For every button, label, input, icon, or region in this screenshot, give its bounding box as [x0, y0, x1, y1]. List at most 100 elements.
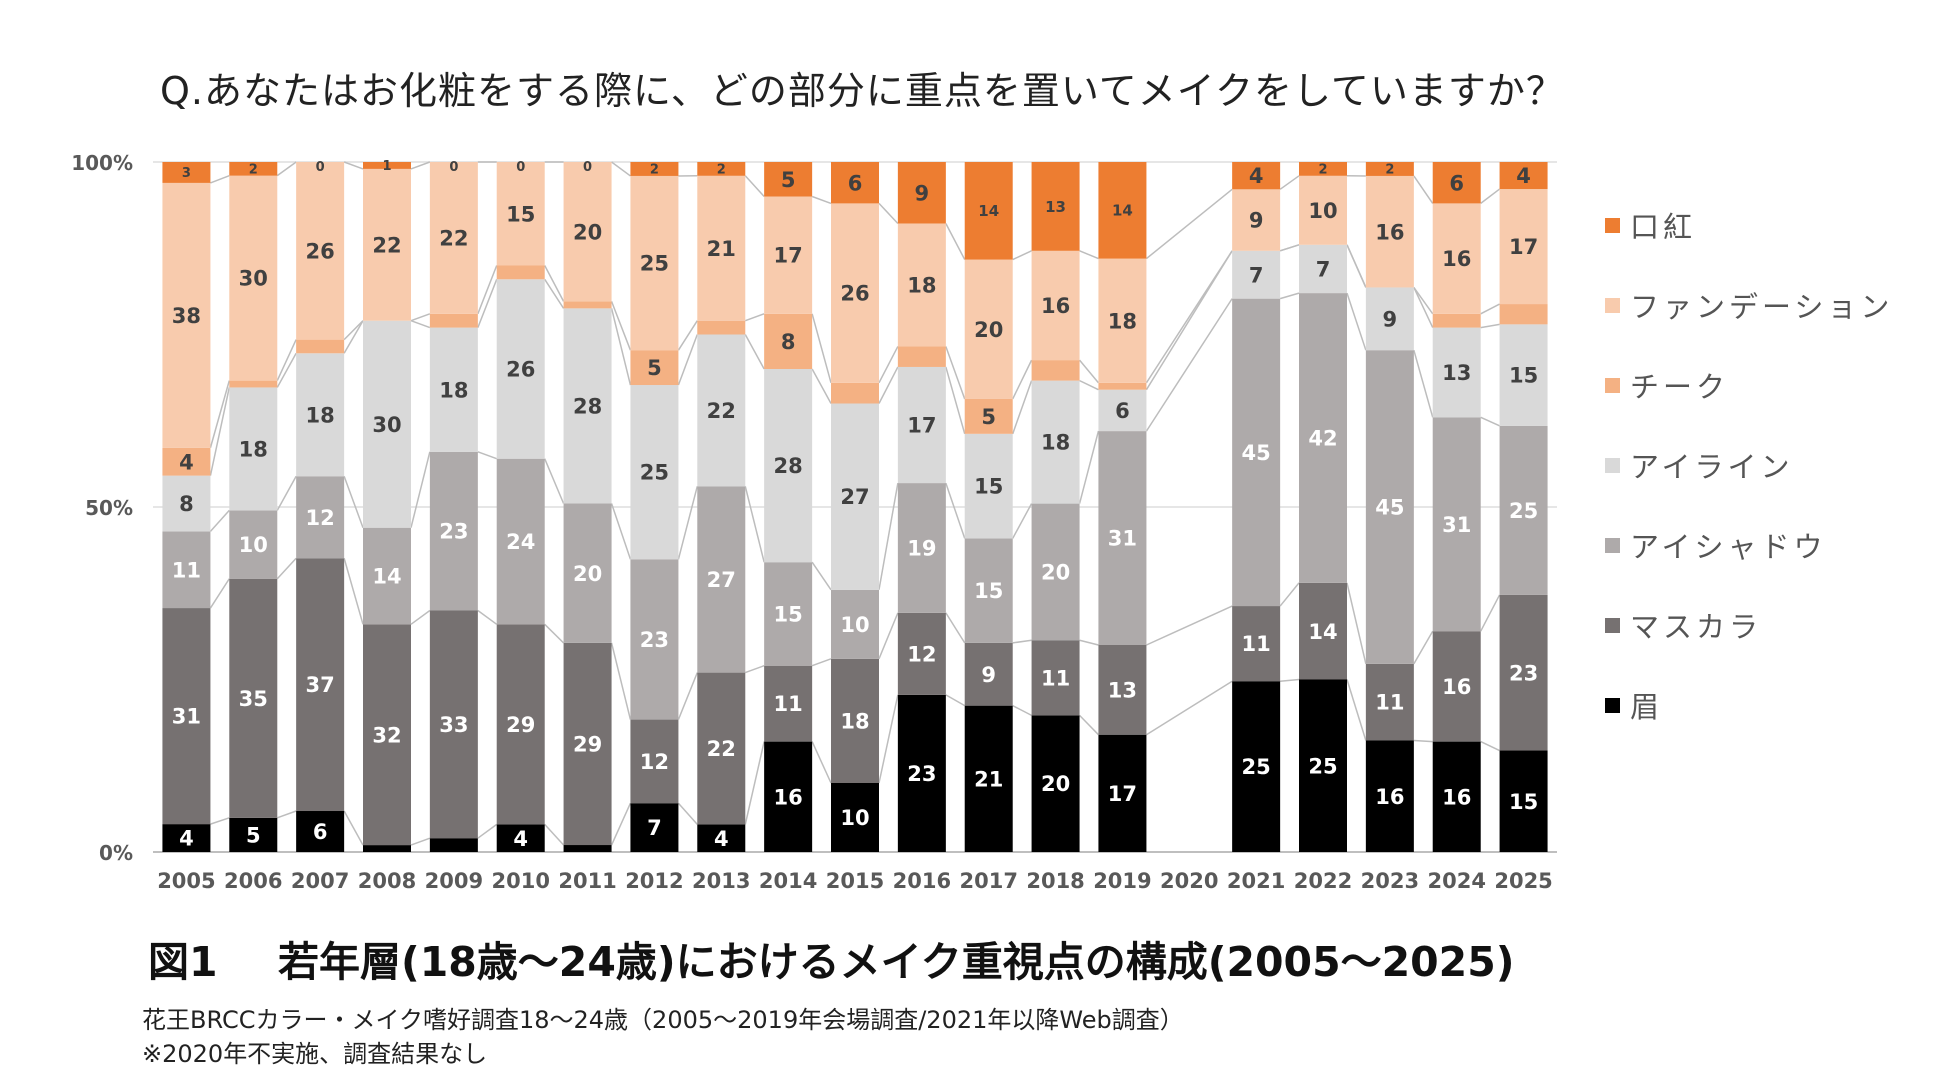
data-label: 11 [172, 558, 201, 582]
series-connector-line [610, 503, 632, 560]
data-label: 8 [781, 330, 796, 354]
bar-segment [630, 385, 679, 560]
legend-label: 口紅 [1630, 210, 1697, 244]
data-label: 4 [513, 827, 528, 851]
series-connector-line [1346, 292, 1367, 351]
bar-segment [1031, 250, 1080, 361]
bar-segment [1432, 741, 1481, 852]
bar-segment [964, 538, 1013, 643]
data-label: 15 [506, 202, 535, 226]
bar-segment [764, 162, 813, 197]
bar-segment [897, 483, 946, 613]
data-label: 13 [1045, 198, 1066, 216]
series-connector-line [945, 482, 966, 539]
data-label: 16 [774, 785, 803, 809]
data-label: 0 [516, 160, 525, 175]
legend-item: アイライン [1605, 445, 1794, 485]
bar-segment [1232, 162, 1281, 190]
bar-segment [964, 433, 1013, 539]
series-connector-line [610, 642, 632, 720]
data-label: 14 [1112, 202, 1133, 220]
legend-swatch [1605, 297, 1620, 313]
data-label: 5 [781, 168, 796, 192]
bar-segment [296, 353, 345, 477]
y-tick-label: 100% [71, 151, 133, 175]
data-label: 16 [1375, 785, 1404, 809]
legend-swatch [1605, 377, 1620, 393]
x-tick-label: 2019 [1093, 869, 1151, 893]
data-label: 0 [449, 160, 458, 175]
x-tick-label: 2024 [1427, 869, 1485, 893]
bar-segment [229, 380, 278, 388]
data-label: 17 [907, 414, 936, 438]
bar-segment [964, 705, 1013, 852]
bar-segment [1499, 594, 1548, 751]
bar-segment [630, 162, 679, 176]
bar-segment [1098, 382, 1147, 390]
series-connector-line [1279, 175, 1300, 190]
x-tick-label: 2014 [759, 869, 817, 893]
bar-segment [897, 346, 946, 367]
data-label: 32 [372, 723, 401, 747]
series-connector-line [811, 561, 832, 591]
data-label: 10 [840, 613, 869, 637]
series-connector-line [744, 175, 765, 198]
stacked-bar-chart: 0%50%100%4311184383200553510183022006637… [71, 151, 1557, 893]
series-connector-line [811, 313, 832, 383]
series-connector-line [811, 741, 832, 784]
series-connector-line [410, 609, 431, 625]
bar-segment [429, 838, 478, 852]
series-connector-line [1413, 287, 1434, 315]
series-connector-line [209, 387, 231, 476]
data-label: 5 [647, 356, 662, 380]
data-label: 20 [1041, 772, 1070, 796]
data-label: 20 [573, 562, 602, 586]
legend-label: ファンデーション [1630, 290, 1894, 324]
series-connector-line [1145, 298, 1233, 432]
bar-segment [1098, 645, 1147, 735]
series-connector-line [276, 475, 297, 511]
series-connector-line [1012, 250, 1032, 261]
series-connector-line [1279, 582, 1300, 607]
legend-swatch [1605, 697, 1620, 713]
bar-segment [563, 845, 612, 852]
data-label: 15 [974, 579, 1003, 603]
bar-segment [229, 175, 278, 381]
bar-segment [1365, 350, 1414, 664]
data-label: 9 [981, 663, 996, 687]
data-label: 29 [506, 713, 535, 737]
series-connector-line [878, 612, 899, 660]
bar-segment [764, 313, 813, 369]
series-connector-line [1079, 379, 1099, 391]
data-label: 10 [840, 806, 869, 830]
bar-segment [1098, 431, 1147, 645]
bar-segment [1299, 582, 1347, 680]
data-label: 6 [1449, 171, 1464, 195]
bar-segment [1432, 327, 1481, 418]
data-label: 11 [1242, 632, 1271, 656]
series-connector-line [945, 223, 966, 260]
series-connector-line [1079, 639, 1099, 646]
data-label: 9 [1249, 209, 1264, 233]
series-connector-line [477, 823, 498, 839]
series-connector-line [210, 174, 230, 184]
series-connector-line [1012, 639, 1032, 644]
bar-segment [697, 672, 746, 825]
series-connector-line [544, 458, 565, 504]
bar-segment [1432, 203, 1481, 314]
data-label: 20 [573, 220, 602, 244]
bar-segment [630, 803, 679, 852]
x-tick-label: 2010 [491, 869, 549, 893]
bar-segment [1499, 750, 1548, 852]
series-connector-line [410, 313, 431, 322]
data-label: 16 [1041, 294, 1070, 318]
x-tick-label: 2011 [558, 869, 616, 893]
bar-segment [1232, 606, 1281, 682]
series-connector-line [1012, 503, 1033, 539]
data-label: 19 [907, 537, 936, 561]
series-connector-line [610, 308, 632, 386]
data-label: 22 [707, 737, 736, 761]
bar-segment [831, 382, 879, 404]
series-connector-line [945, 346, 966, 400]
data-label: 12 [907, 642, 936, 666]
